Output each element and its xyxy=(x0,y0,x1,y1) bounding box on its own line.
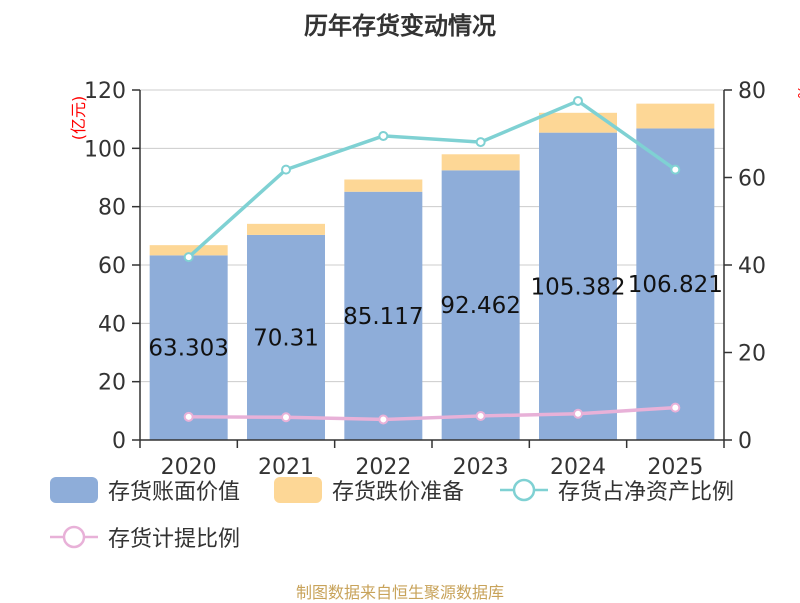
line-net-asset-ratio xyxy=(187,98,677,259)
point-provision-ratio xyxy=(281,412,291,423)
bar-value-label: 106.821 xyxy=(628,272,723,298)
bar-inventory-value xyxy=(344,191,423,440)
bar-impairment-reserve xyxy=(344,179,423,192)
legend-item-net-asset-ratio[interactable]: 存货占净资产比例 xyxy=(500,474,734,506)
legend-item-provision-ratio[interactable]: 存货计提比例 xyxy=(50,521,240,553)
right-axis-tick-label: 80 xyxy=(738,79,766,104)
point-net-asset-ratio xyxy=(573,95,583,106)
x-axis-tick-label: 2024 xyxy=(550,455,606,480)
point-net-asset-ratio xyxy=(183,252,194,263)
line-layer xyxy=(183,95,681,425)
bar-inventory-value xyxy=(149,255,228,440)
legend-item-impairment-reserve[interactable]: 存货跌价准备 xyxy=(274,474,464,506)
left-axis-tick-label: 80 xyxy=(98,196,126,221)
legend-swatch-net-asset-ratio xyxy=(500,478,548,502)
point-provision-ratio xyxy=(573,408,583,419)
axes: 0 20 40 60 80 100 120 0 20 40 60 80 2020 2021 2022 2023… xyxy=(69,79,800,480)
bar-layer xyxy=(149,103,715,441)
right-axis-tick-label: 60 xyxy=(738,167,766,192)
x-axis-tick-label: 2025 xyxy=(647,455,703,480)
bar-value-label: 70.31 xyxy=(253,325,319,351)
legend-swatch-provision-ratio xyxy=(50,525,98,549)
bar-impairment-reserve xyxy=(539,112,617,133)
point-provision-ratio xyxy=(475,410,486,421)
left-axis-tick-label: 20 xyxy=(98,371,126,396)
bar-value-label: 85.117 xyxy=(343,304,423,330)
point-provision-ratio xyxy=(183,411,194,422)
legend-label-net-asset-ratio: 存货占净资产比例 xyxy=(558,480,735,505)
bar-value-label: 92.462 xyxy=(440,293,520,319)
left-axis-tick-label: 0 xyxy=(112,429,126,454)
bar-inventory-value xyxy=(247,234,325,440)
source-note: 制图数据来自恒生聚源数据库 xyxy=(295,583,504,602)
right-axis-tick-label: 40 xyxy=(738,254,766,279)
bar-value-label: 63.303 xyxy=(148,336,228,362)
bar-inventory-value xyxy=(441,170,520,441)
x-axis-tick-label: 2021 xyxy=(258,455,314,480)
bar-inventory-value xyxy=(539,132,617,440)
bar-impairment-reserve xyxy=(441,154,520,171)
bar-value-label: 105.382 xyxy=(530,274,625,300)
right-axis-tick-label: 0 xyxy=(738,429,752,454)
left-axis-unit-label: (亿元) xyxy=(69,96,88,141)
right-axis-tick-label: 20 xyxy=(738,342,766,367)
right-axis-unit-label: % xyxy=(794,85,800,98)
legend-swatch-inventory-value xyxy=(50,477,98,503)
bar-impairment-reserve xyxy=(247,223,325,235)
legend-item-inventory-value[interactable]: 存货账面价值 xyxy=(50,474,240,506)
bar-impairment-reserve xyxy=(149,245,228,256)
legend-label-impairment-reserve: 存货跌价准备 xyxy=(332,480,465,505)
legend-label-inventory-value: 存货账面价值 xyxy=(108,480,241,505)
point-net-asset-ratio xyxy=(378,130,389,141)
x-axis-tick-label: 2020 xyxy=(161,455,217,480)
chart-title: 历年存货变动情况 xyxy=(304,12,496,40)
bar-inventory-value xyxy=(636,128,715,440)
point-provision-ratio xyxy=(378,414,389,425)
point-net-asset-ratio xyxy=(670,164,681,175)
left-axis-tick-label: 40 xyxy=(98,312,126,337)
point-provision-ratio xyxy=(670,402,681,413)
left-axis-tick-label: 60 xyxy=(98,254,126,279)
bar-impairment-reserve xyxy=(636,103,715,129)
line-provision-ratio xyxy=(188,405,676,422)
x-axis-tick-label: 2023 xyxy=(453,455,509,480)
left-axis-tick-label: 120 xyxy=(84,79,126,104)
point-net-asset-ratio xyxy=(475,137,486,148)
x-axis-tick-label: 2022 xyxy=(355,455,411,480)
data-labels: 63.303 70.31 85.117 92.462 105.382 106.821 xyxy=(148,272,722,361)
point-net-asset-ratio xyxy=(281,164,291,175)
legend-swatch-impairment-reserve xyxy=(274,477,322,503)
left-axis-tick-label: 100 xyxy=(84,137,126,162)
legend-label-provision-ratio: 存货计提比例 xyxy=(108,527,241,552)
